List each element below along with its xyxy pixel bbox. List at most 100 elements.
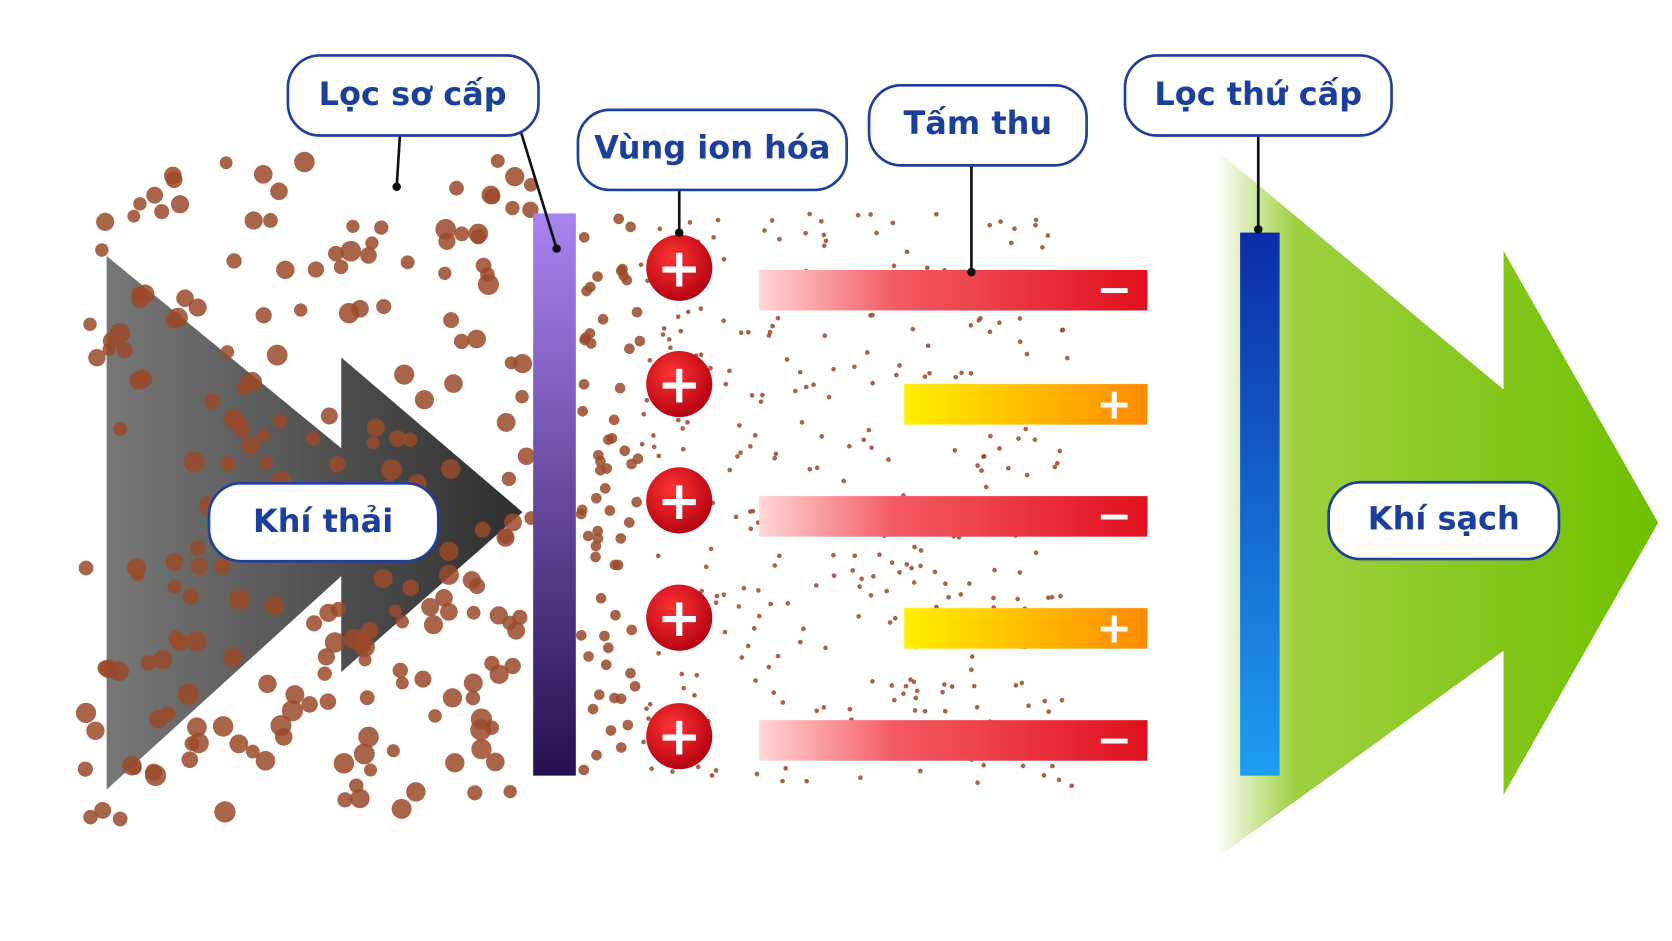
particle <box>857 584 862 589</box>
particle <box>847 706 853 712</box>
particle <box>600 659 612 671</box>
particle <box>711 234 716 240</box>
particle <box>679 671 685 677</box>
ionizer <box>646 351 713 418</box>
particle <box>713 768 719 773</box>
particle <box>884 588 890 594</box>
particle <box>649 766 655 772</box>
particle <box>220 345 235 359</box>
particle <box>826 394 832 400</box>
particle <box>625 667 636 679</box>
particle <box>952 448 958 453</box>
particle <box>644 397 650 403</box>
particle <box>769 218 775 223</box>
particle <box>703 564 709 570</box>
particle <box>587 703 599 715</box>
particle <box>443 312 460 329</box>
particle <box>474 521 491 538</box>
particle <box>922 708 928 714</box>
particle <box>619 445 631 457</box>
particle <box>698 352 704 358</box>
particle <box>823 238 829 244</box>
particle <box>88 348 106 367</box>
particle <box>723 381 729 387</box>
particle <box>753 678 758 683</box>
particle <box>745 643 751 649</box>
particle <box>614 382 626 394</box>
particle <box>346 219 360 233</box>
particle <box>294 151 315 173</box>
particle <box>301 696 318 713</box>
particle <box>914 688 920 694</box>
particle <box>95 243 109 257</box>
particle <box>112 811 128 827</box>
particle <box>597 313 609 325</box>
particle <box>910 326 916 332</box>
particle <box>577 405 589 417</box>
particle <box>276 260 295 280</box>
ion-charge: + <box>657 586 702 649</box>
ion-charge: + <box>657 469 702 532</box>
particle <box>1024 351 1030 357</box>
particle <box>981 762 987 768</box>
particle <box>170 195 190 214</box>
particle <box>515 389 529 404</box>
particle <box>591 492 602 504</box>
particle <box>256 428 270 443</box>
particle <box>983 484 989 490</box>
label: Vùng ion hóa <box>594 128 830 166</box>
particle <box>381 459 402 480</box>
particle <box>799 420 805 425</box>
ionizers: + + + + + <box>646 234 713 770</box>
particle <box>822 333 828 339</box>
particle <box>376 298 392 315</box>
particle <box>77 761 93 777</box>
primary-filter <box>533 213 576 776</box>
particle <box>402 432 418 447</box>
particle <box>442 688 463 708</box>
particle <box>204 392 221 410</box>
leader-dot <box>392 182 401 191</box>
label: Tấm thu <box>903 104 1052 142</box>
particle <box>927 370 932 376</box>
particle <box>350 788 370 809</box>
particle <box>892 697 897 703</box>
particle <box>330 601 347 617</box>
particle <box>754 771 760 777</box>
particle <box>190 557 209 575</box>
particle <box>946 595 951 600</box>
particle <box>400 255 415 270</box>
particle <box>624 343 635 355</box>
particle <box>505 200 520 216</box>
particle <box>647 701 653 707</box>
particle <box>713 600 719 606</box>
particle <box>866 427 872 433</box>
particle <box>113 422 128 437</box>
plate-charge: + <box>1096 379 1132 429</box>
particle <box>395 615 409 629</box>
particle <box>504 513 522 532</box>
particle <box>590 551 601 563</box>
particle <box>784 357 790 362</box>
particle <box>699 588 705 594</box>
particle <box>177 683 199 705</box>
particle <box>852 364 857 370</box>
particle <box>852 553 858 559</box>
particle <box>102 343 116 357</box>
particle <box>714 593 720 599</box>
particle <box>670 769 675 774</box>
particle <box>813 583 819 588</box>
plate-charge: − <box>1096 265 1132 315</box>
particle <box>913 695 919 701</box>
particle <box>392 662 408 679</box>
ion-charge: + <box>657 236 702 299</box>
particle <box>922 374 928 380</box>
particle <box>109 661 129 682</box>
particle <box>891 263 897 269</box>
particle <box>364 763 378 777</box>
particle <box>1020 763 1026 769</box>
particle <box>517 447 536 466</box>
particle <box>75 702 97 723</box>
